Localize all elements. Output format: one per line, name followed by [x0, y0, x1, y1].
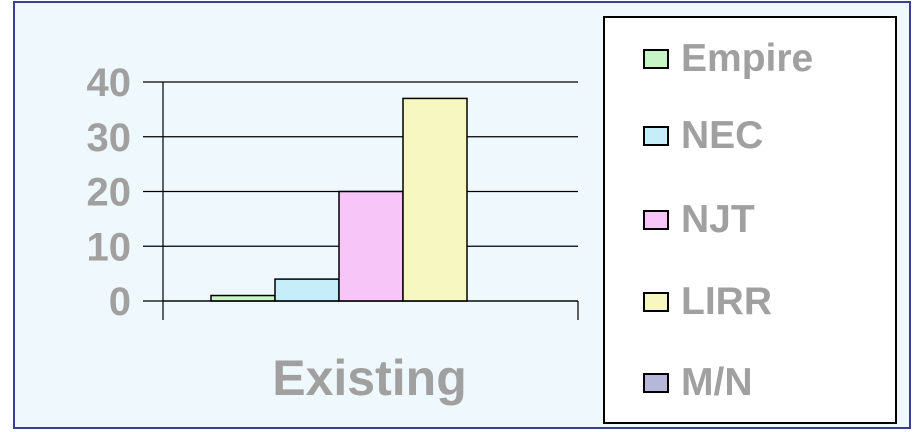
y-axis-ticks: 0 10 20 30 40	[87, 61, 163, 324]
legend-label: LIRR	[681, 280, 772, 323]
legend-label: Empire	[681, 37, 814, 80]
legend-swatch	[643, 292, 669, 312]
bar-njt	[338, 190, 404, 302]
bar-empire	[210, 294, 276, 302]
y-tick-label: 40	[87, 61, 132, 105]
legend-item: Empire	[643, 37, 814, 80]
legend-swatch	[643, 373, 669, 393]
legend-label: NEC	[681, 114, 764, 157]
y-tick-label: 10	[87, 225, 132, 269]
legend-item: LIRR	[643, 280, 772, 323]
y-tick-label: 0	[109, 280, 131, 324]
legend-swatch	[643, 210, 669, 230]
legend-label: NJT	[681, 198, 755, 241]
category-label: Existing	[272, 350, 466, 406]
legend-item: NJT	[643, 198, 755, 241]
axes	[162, 82, 579, 320]
category-labels: Existing	[272, 350, 466, 406]
bars	[210, 97, 468, 302]
bar-lirr	[402, 97, 468, 302]
y-tick-label: 30	[87, 116, 132, 160]
legend-item: NEC	[643, 114, 764, 157]
legend-item: M/N	[643, 361, 753, 404]
y-tick-label: 20	[87, 171, 132, 215]
bar-nec	[274, 278, 340, 302]
legend-swatch	[643, 126, 669, 146]
legend: Empire NEC NJT LIRR M/N	[603, 16, 897, 424]
legend-label: M/N	[681, 361, 753, 404]
legend-swatch	[643, 49, 669, 69]
